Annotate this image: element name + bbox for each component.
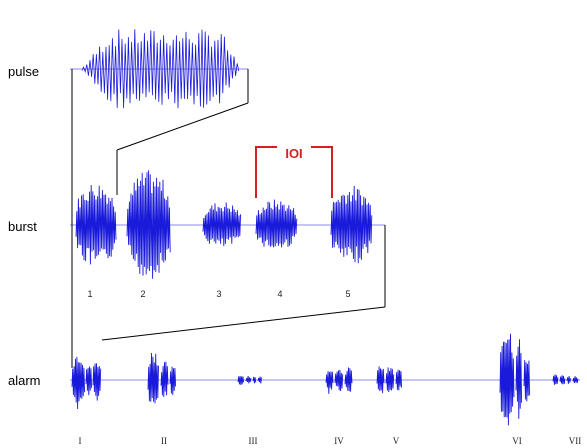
alarm-I-waveform-part-2-trace: [85, 366, 93, 396]
burst-number-2: 2: [140, 289, 145, 299]
burst-row-label: burst: [8, 219, 37, 234]
burst-2-waveform: [126, 170, 171, 279]
burst-3-waveform-trace: [202, 202, 242, 247]
burst-4-waveform-trace: [255, 199, 298, 248]
alarm-VI-waveform-part-2: [515, 339, 523, 419]
alarm-II-waveform-part-2-trace: [160, 361, 169, 398]
alarm-II-waveform-part-3-trace: [169, 366, 177, 396]
alarm-I-waveform-part-3-trace: [92, 363, 102, 401]
alarm-VI-waveform-part-3: [523, 360, 531, 402]
burst-5-waveform-trace: [330, 185, 373, 264]
alarm-VI-waveform-part-3-trace: [523, 360, 531, 402]
alarm-numeral-I: I: [79, 436, 82, 446]
burst-waveforms: [75, 170, 373, 279]
alarm-IV-waveform-part-3: [344, 367, 353, 392]
burst-number-5: 5: [345, 289, 350, 299]
alarm-III-waveform-part-4-trace: [257, 376, 262, 384]
alarm-VII-waveform-part-1: [552, 374, 559, 385]
alarm-VII-waveform-part-4-trace: [572, 376, 579, 384]
alarm-IV-waveform-part-2: [334, 369, 344, 392]
burst-1-waveform: [75, 185, 117, 265]
ioi-label: IOI: [285, 146, 302, 161]
alarm-I-waveform-part-2: [85, 366, 93, 396]
alarm-II-waveform-part-1-trace: [147, 352, 159, 404]
pulse-waveform: [81, 29, 240, 109]
alarm-VII-waveform-part-1-trace: [552, 374, 559, 385]
alarm-to-burst-connector-diagonal: [101, 306, 386, 341]
alarm-IV-waveform-part-2-trace: [334, 369, 344, 392]
alarm-II-waveform-part-3: [169, 366, 177, 396]
alarm-IV-waveform-part-1: [325, 371, 334, 394]
alarm-I-waveform-part-1: [71, 356, 86, 410]
alarm-numeral-V: V: [393, 436, 400, 446]
burst-number-1: 1: [87, 289, 92, 299]
alarm-I-waveform-part-1-trace: [71, 356, 86, 410]
alarm-V-waveform-part-1: [376, 366, 385, 394]
burst-number-labels: 1 2 3 4 5: [87, 289, 350, 299]
alarm-VI-waveform-part-1-trace: [499, 333, 515, 426]
alarm-III-waveform-part-1: [237, 375, 245, 386]
alarm-III-waveform-part-2: [245, 376, 252, 384]
alarm-V-waveform-part-2: [385, 367, 395, 393]
alarm-V-waveform-part-3-trace: [395, 369, 403, 391]
burst-to-pulse-connector-diagonal: [116, 102, 249, 151]
alarm-VII-waveform-part-2: [559, 375, 566, 385]
alarm-VI-waveform-part-2-trace: [515, 339, 523, 419]
ioi-label-background: [277, 145, 311, 161]
alarm-VII-waveform-part-3: [566, 375, 571, 384]
alarm-I-waveform-part-3: [92, 363, 102, 401]
alarm-III-waveform-part-1-trace: [237, 375, 245, 386]
burst-number-3: 3: [216, 289, 221, 299]
alarm-VII-waveform-part-4: [572, 376, 579, 384]
alarm-row-label: alarm: [8, 373, 41, 388]
alarm-VII-waveform-part-2-trace: [559, 375, 566, 385]
alarm-III-waveform-part-4: [257, 376, 262, 384]
alarm-VII-waveform-part-3-trace: [566, 375, 571, 384]
alarm-numeral-labels: I II III IV V VI VII: [79, 436, 582, 446]
alarm-numeral-VII: VII: [569, 436, 582, 446]
alarm-V-waveform-part-3: [395, 369, 403, 391]
burst-number-4: 4: [277, 289, 282, 299]
alarm-IV-waveform-part-1-trace: [325, 371, 334, 394]
alarm-IV-waveform-part-3-trace: [344, 367, 353, 392]
alarm-waveforms: [71, 333, 579, 426]
pulse-trace-group-trace: [81, 29, 240, 109]
burst-3-waveform: [202, 202, 242, 247]
alarm-III-waveform-part-2-trace: [245, 376, 252, 384]
alarm-numeral-III: III: [249, 436, 258, 446]
alarm-V-waveform-part-1-trace: [376, 366, 385, 394]
pulse-row-label: pulse: [8, 64, 39, 79]
alarm-II-waveform-part-1: [147, 352, 159, 404]
alarm-III-waveform-part-3-trace: [252, 376, 257, 384]
zoom-connectors: [71, 69, 386, 368]
alarm-V-waveform-part-2-trace: [385, 367, 395, 393]
burst-2-waveform-trace: [126, 170, 171, 279]
burst-5-waveform: [330, 185, 373, 264]
alarm-numeral-VI: VI: [512, 436, 522, 446]
burst-1-waveform-trace: [75, 185, 117, 265]
alarm-numeral-IV: IV: [334, 436, 344, 446]
alarm-VI-waveform-part-1: [499, 333, 515, 426]
alarm-III-waveform-part-3: [252, 376, 257, 384]
burst-4-waveform: [255, 199, 298, 248]
pulse-trace-group: [81, 29, 240, 109]
alarm-II-waveform-part-2: [160, 361, 169, 398]
alarm-numeral-II: II: [161, 436, 167, 446]
